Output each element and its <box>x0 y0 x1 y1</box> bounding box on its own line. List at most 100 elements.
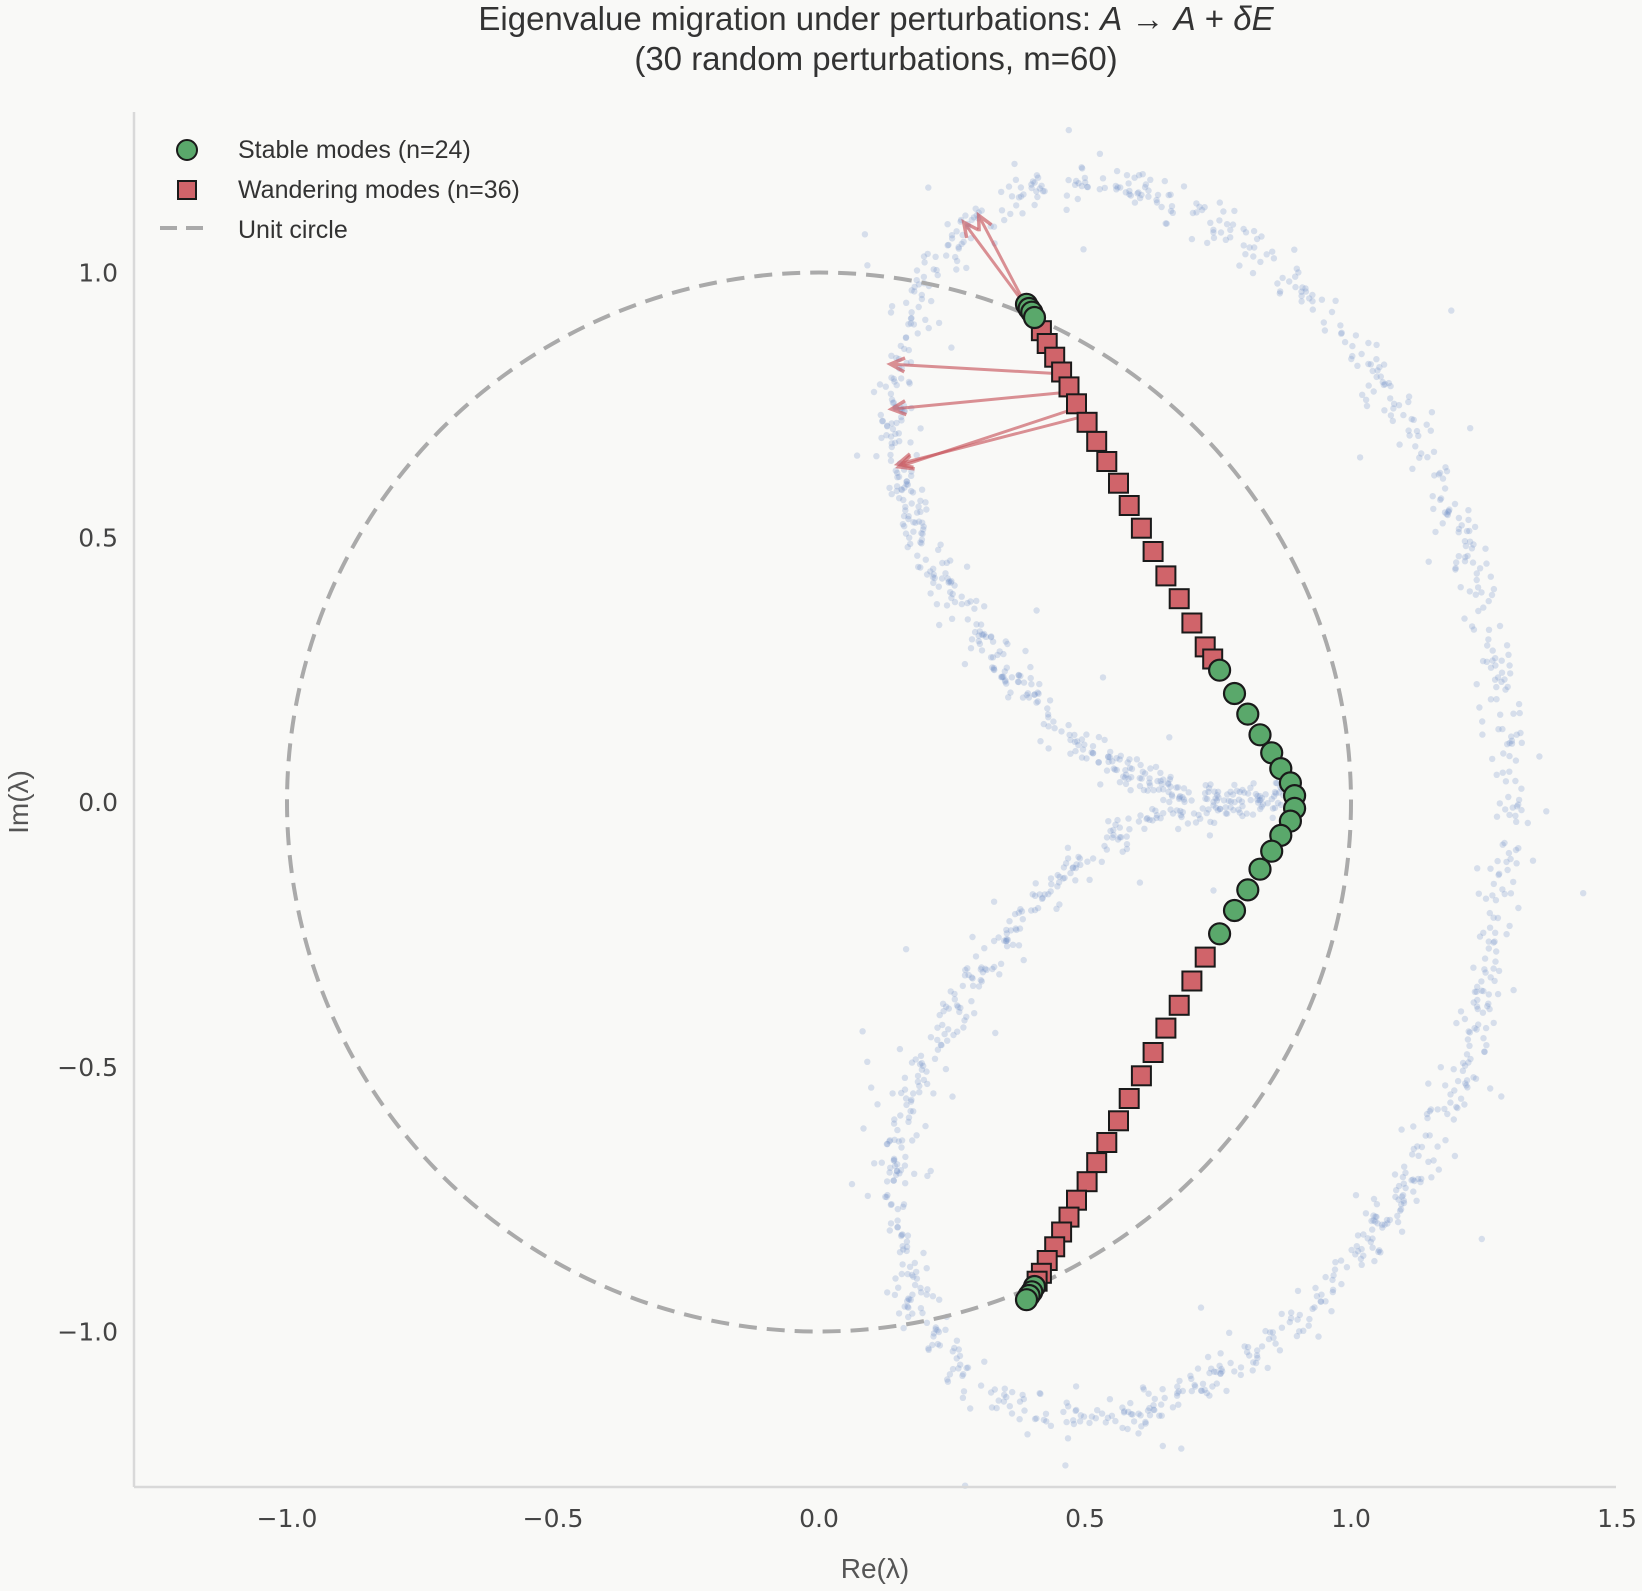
perturbed-eigenvalue-dot <box>1491 676 1499 683</box>
perturbed-eigenvalue-dot <box>1236 788 1244 796</box>
perturbed-eigenvalue-dot <box>1152 807 1159 814</box>
perturbed-eigenvalue-dot <box>1251 244 1258 251</box>
perturbed-eigenvalue-dot <box>904 481 911 488</box>
perturbed-eigenvalue-dot <box>959 1372 966 1380</box>
perturbed-eigenvalue-dot <box>971 605 978 612</box>
perturbed-eigenvalue-dot <box>1142 1420 1149 1427</box>
perturbed-eigenvalue-dot <box>929 1341 936 1349</box>
perturbed-eigenvalue-dot <box>895 430 902 437</box>
perturbed-eigenvalue-dot <box>1018 908 1026 915</box>
perturbed-eigenvalue-dot <box>951 996 958 1003</box>
perturbed-eigenvalue-dot <box>1007 210 1014 218</box>
perturbed-eigenvalue-dot <box>1474 584 1482 591</box>
perturbed-eigenvalue-dot <box>947 557 954 564</box>
x-tick-label: 1.5 <box>1597 1504 1637 1533</box>
perturbed-eigenvalue-dot <box>1272 1340 1279 1347</box>
perturbed-eigenvalue-dot <box>990 223 998 230</box>
perturbed-eigenvalue-dot <box>1112 821 1119 828</box>
perturbed-eigenvalue-dot <box>908 309 915 316</box>
perturbed-eigenvalue-dot <box>927 568 934 575</box>
perturbed-eigenvalue-dot <box>1120 1409 1128 1416</box>
perturbed-eigenvalue-dot <box>1349 352 1356 360</box>
perturbed-eigenvalue-dot <box>1332 1259 1339 1266</box>
perturbed-eigenvalue-dot <box>1468 623 1476 630</box>
perturbed-eigenvalue-dot <box>900 1246 907 1253</box>
perturbed-eigenvalue-dot <box>906 1296 913 1303</box>
perturbed-eigenvalue-dot <box>886 1137 894 1144</box>
perturbed-eigenvalue-dot <box>1231 207 1238 215</box>
perturbed-eigenvalue-dot <box>864 1192 871 1200</box>
perturbed-eigenvalue-dot <box>1466 538 1474 545</box>
perturbed-eigenvalue-dot <box>1224 791 1231 798</box>
perturbed-eigenvalue-dot <box>905 1118 912 1126</box>
perturbed-eigenvalue-dot <box>1427 1106 1435 1113</box>
perturbed-eigenvalue-dot <box>1275 789 1283 796</box>
perturbed-eigenvalue-dot <box>1131 174 1138 181</box>
perturbed-eigenvalue-dot <box>1089 750 1097 757</box>
perturbed-eigenvalue-dot <box>1444 511 1452 519</box>
perturbed-eigenvalue-dot <box>1169 793 1176 800</box>
perturbed-eigenvalue-dot <box>1069 864 1076 872</box>
migration-arrow <box>887 390 1074 417</box>
perturbed-eigenvalue-dot <box>1478 978 1485 985</box>
perturbed-eigenvalue-dot <box>1157 815 1164 822</box>
perturbed-eigenvalue-dot <box>1490 965 1497 972</box>
perturbed-eigenvalue-dot <box>1399 1173 1407 1181</box>
perturbed-eigenvalue-dot <box>1196 203 1203 210</box>
perturbed-eigenvalue-dot <box>1461 1101 1468 1108</box>
perturbed-eigenvalue-dot <box>1117 752 1125 759</box>
perturbed-eigenvalue-dot <box>1481 955 1489 962</box>
perturbed-eigenvalue-dot <box>936 1342 944 1349</box>
perturbed-eigenvalue-dot <box>1201 1386 1208 1394</box>
perturbed-eigenvalue-dot <box>1175 795 1183 803</box>
perturbed-eigenvalue-dot <box>1405 398 1412 406</box>
perturbed-eigenvalue-dot <box>1003 680 1010 687</box>
perturbed-eigenvalue-dot <box>1461 558 1469 565</box>
perturbed-eigenvalue-dot <box>1084 183 1092 191</box>
perturbed-eigenvalue-dot <box>1254 792 1261 800</box>
perturbed-eigenvalue-dot <box>1247 796 1254 804</box>
perturbed-eigenvalue-dot <box>891 1157 898 1164</box>
perturbed-eigenvalue-dot <box>963 1364 970 1372</box>
perturbed-eigenvalue-dot <box>1264 800 1271 807</box>
perturbed-eigenvalue-dot <box>1415 1175 1422 1183</box>
wandering-mode-marker <box>1142 1042 1164 1063</box>
arrowhead-icon <box>893 452 914 470</box>
perturbed-eigenvalue-dot <box>877 411 884 419</box>
perturbed-eigenvalue-dot <box>1073 861 1080 868</box>
perturbed-eigenvalue-dot <box>1216 217 1223 224</box>
perturbed-eigenvalue-dot <box>1001 1385 1008 1392</box>
perturbed-eigenvalue-dot <box>1199 805 1206 812</box>
perturbed-eigenvalue-dot <box>1103 767 1111 774</box>
perturbed-eigenvalue-dot <box>1398 1201 1405 1208</box>
perturbed-eigenvalue-dot <box>958 240 965 248</box>
perturbed-eigenvalue-dot <box>898 1231 905 1239</box>
perturbed-eigenvalue-dot <box>1075 853 1082 861</box>
perturbed-eigenvalue-dot <box>1464 1084 1471 1091</box>
perturbed-eigenvalue-dot <box>1011 910 1019 918</box>
perturbed-eigenvalue-dot <box>1089 855 1097 862</box>
perturbed-eigenvalue-dot <box>891 439 899 446</box>
perturbed-eigenvalue-dot <box>910 1273 917 1280</box>
perturbed-eigenvalue-dot <box>1054 883 1061 890</box>
perturbed-eigenvalue-dot <box>1243 810 1250 817</box>
perturbed-eigenvalue-dot <box>1219 1368 1226 1375</box>
perturbed-eigenvalue-dot <box>874 1101 881 1108</box>
perturbed-eigenvalue-dot <box>1387 395 1394 402</box>
perturbed-eigenvalue-dot <box>1097 781 1104 788</box>
perturbed-eigenvalue-dot <box>1372 1213 1379 1220</box>
perturbed-eigenvalue-dot <box>955 1346 962 1353</box>
perturbed-eigenvalue-dot <box>1302 285 1309 292</box>
perturbed-eigenvalue-dot <box>1188 1387 1196 1395</box>
perturbed-eigenvalue-dot <box>1096 150 1104 157</box>
perturbed-eigenvalue-dot <box>1169 209 1177 216</box>
perturbed-eigenvalue-dot <box>1078 736 1086 743</box>
perturbed-eigenvalue-dot <box>1136 194 1144 202</box>
perturbed-eigenvalue-dot <box>951 598 959 606</box>
perturbed-eigenvalue-dot <box>905 346 912 354</box>
perturbed-eigenvalue-dot <box>1395 1182 1403 1190</box>
perturbed-eigenvalue-dot <box>964 616 971 623</box>
stable-mode-marker <box>1222 681 1247 706</box>
perturbed-eigenvalue-dot <box>1329 1288 1337 1296</box>
perturbed-eigenvalue-dot <box>1029 891 1036 898</box>
